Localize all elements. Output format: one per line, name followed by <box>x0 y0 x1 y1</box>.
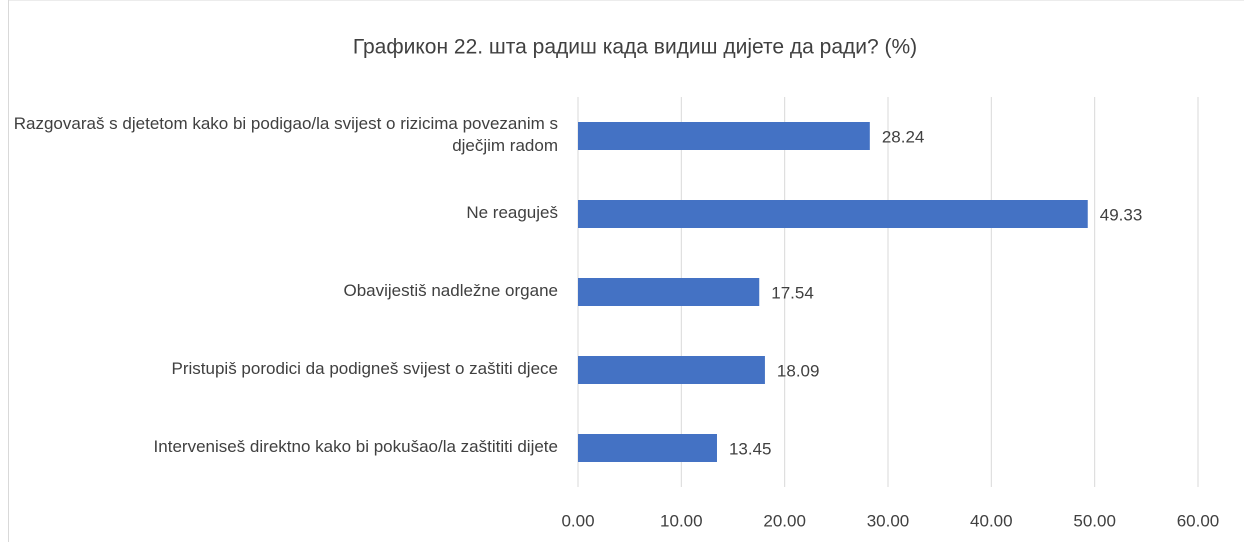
bar <box>578 356 765 384</box>
data-label: 28.24 <box>882 127 925 146</box>
x-tick-label: 50.00 <box>1073 511 1116 530</box>
data-label: 49.33 <box>1100 205 1143 224</box>
x-tick-label: 20.00 <box>763 511 806 530</box>
y-tick-label: Obavijestiš nadležne organe <box>343 281 558 300</box>
data-label: 17.54 <box>771 283 814 302</box>
data-label: 13.45 <box>729 439 772 458</box>
y-tick-label: Razgovaraš s djetetom kako bi podigao/la… <box>14 114 558 155</box>
bar <box>578 200 1088 228</box>
chart-title: Графикон 22. шта радиш када видиш дијете… <box>353 36 917 59</box>
bar <box>578 278 760 306</box>
x-tick-label: 0.00 <box>561 511 594 530</box>
y-tick-label: Ne reaguješ <box>466 203 558 222</box>
y-tick-label: Pristupiš porodici da podigneš svijest o… <box>172 359 558 378</box>
data-label: 18.09 <box>777 361 820 380</box>
x-tick-label: 30.00 <box>867 511 910 530</box>
x-tick-label: 60.00 <box>1177 511 1220 530</box>
bar <box>578 122 870 150</box>
x-tick-label: 40.00 <box>970 511 1013 530</box>
chart-frame <box>8 0 1244 542</box>
x-tick-label: 10.00 <box>660 511 703 530</box>
bar <box>578 434 717 462</box>
y-tick-label: Interveniseš direktno kako bi pokušao/la… <box>154 437 558 456</box>
